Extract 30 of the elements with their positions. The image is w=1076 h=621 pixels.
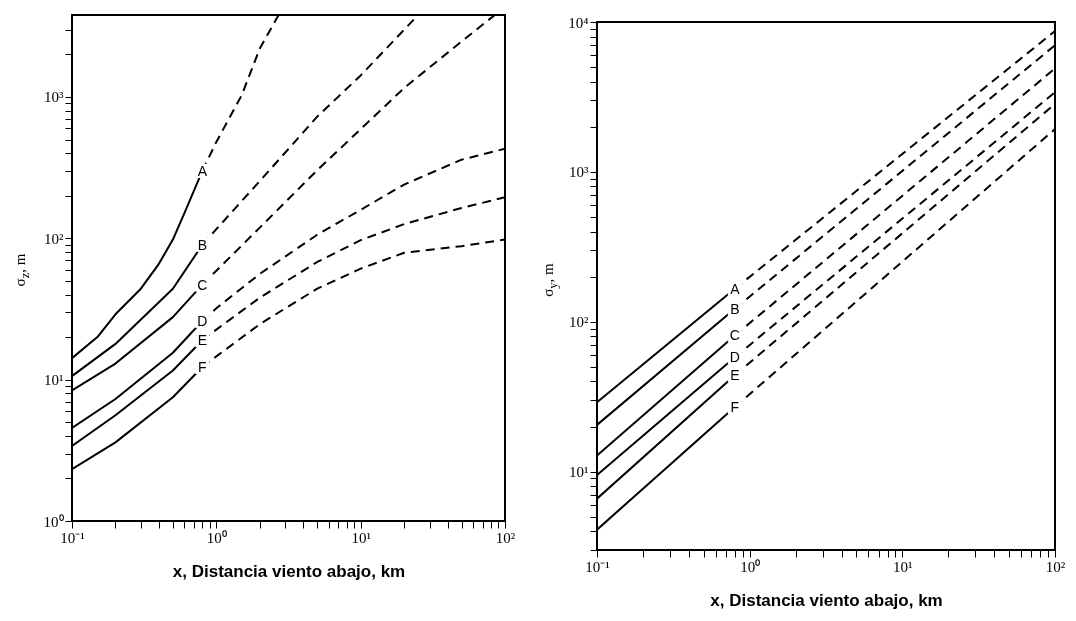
series-label: F — [198, 358, 207, 375]
y-tick-label: 10⁰ — [43, 513, 64, 530]
x-tick-label: 10² — [1045, 558, 1066, 575]
series-label: A — [730, 280, 741, 297]
y-tick-label: 10² — [44, 230, 64, 247]
series-label: A — [197, 162, 208, 179]
x-tick-label: 10⁰ — [740, 558, 761, 575]
y-tick-label: 10³ — [569, 164, 589, 181]
y-tick-label: 10¹ — [569, 464, 589, 481]
y-tick-label: 10³ — [44, 89, 64, 106]
x-axis-title: x, Distancia viento abajo, km — [172, 561, 406, 581]
series-label: F — [730, 398, 740, 415]
series-label: B — [197, 236, 208, 253]
series-label: C — [197, 276, 208, 293]
x-axis-title: x, Distancia viento abajo, km — [710, 590, 943, 610]
x-tick-label: 10¹ — [893, 558, 913, 575]
x-tick-label: 10⁰ — [206, 529, 227, 546]
x-tick-label: 10⁻¹ — [585, 558, 610, 575]
y-tick-label: 10¹ — [44, 372, 64, 389]
x-tick-label: 10² — [495, 529, 516, 546]
x-tick-label: 10⁻¹ — [60, 529, 85, 546]
series-label: D — [197, 312, 208, 329]
x-tick-label: 10¹ — [351, 529, 371, 546]
series-label: B — [730, 300, 740, 317]
series-label: E — [197, 332, 208, 349]
y-tick-label: 10² — [569, 314, 589, 331]
y-tick-label: 10⁴ — [568, 14, 589, 31]
series-label: C — [729, 327, 740, 344]
series-label: E — [730, 367, 740, 384]
series-label: D — [729, 349, 740, 366]
